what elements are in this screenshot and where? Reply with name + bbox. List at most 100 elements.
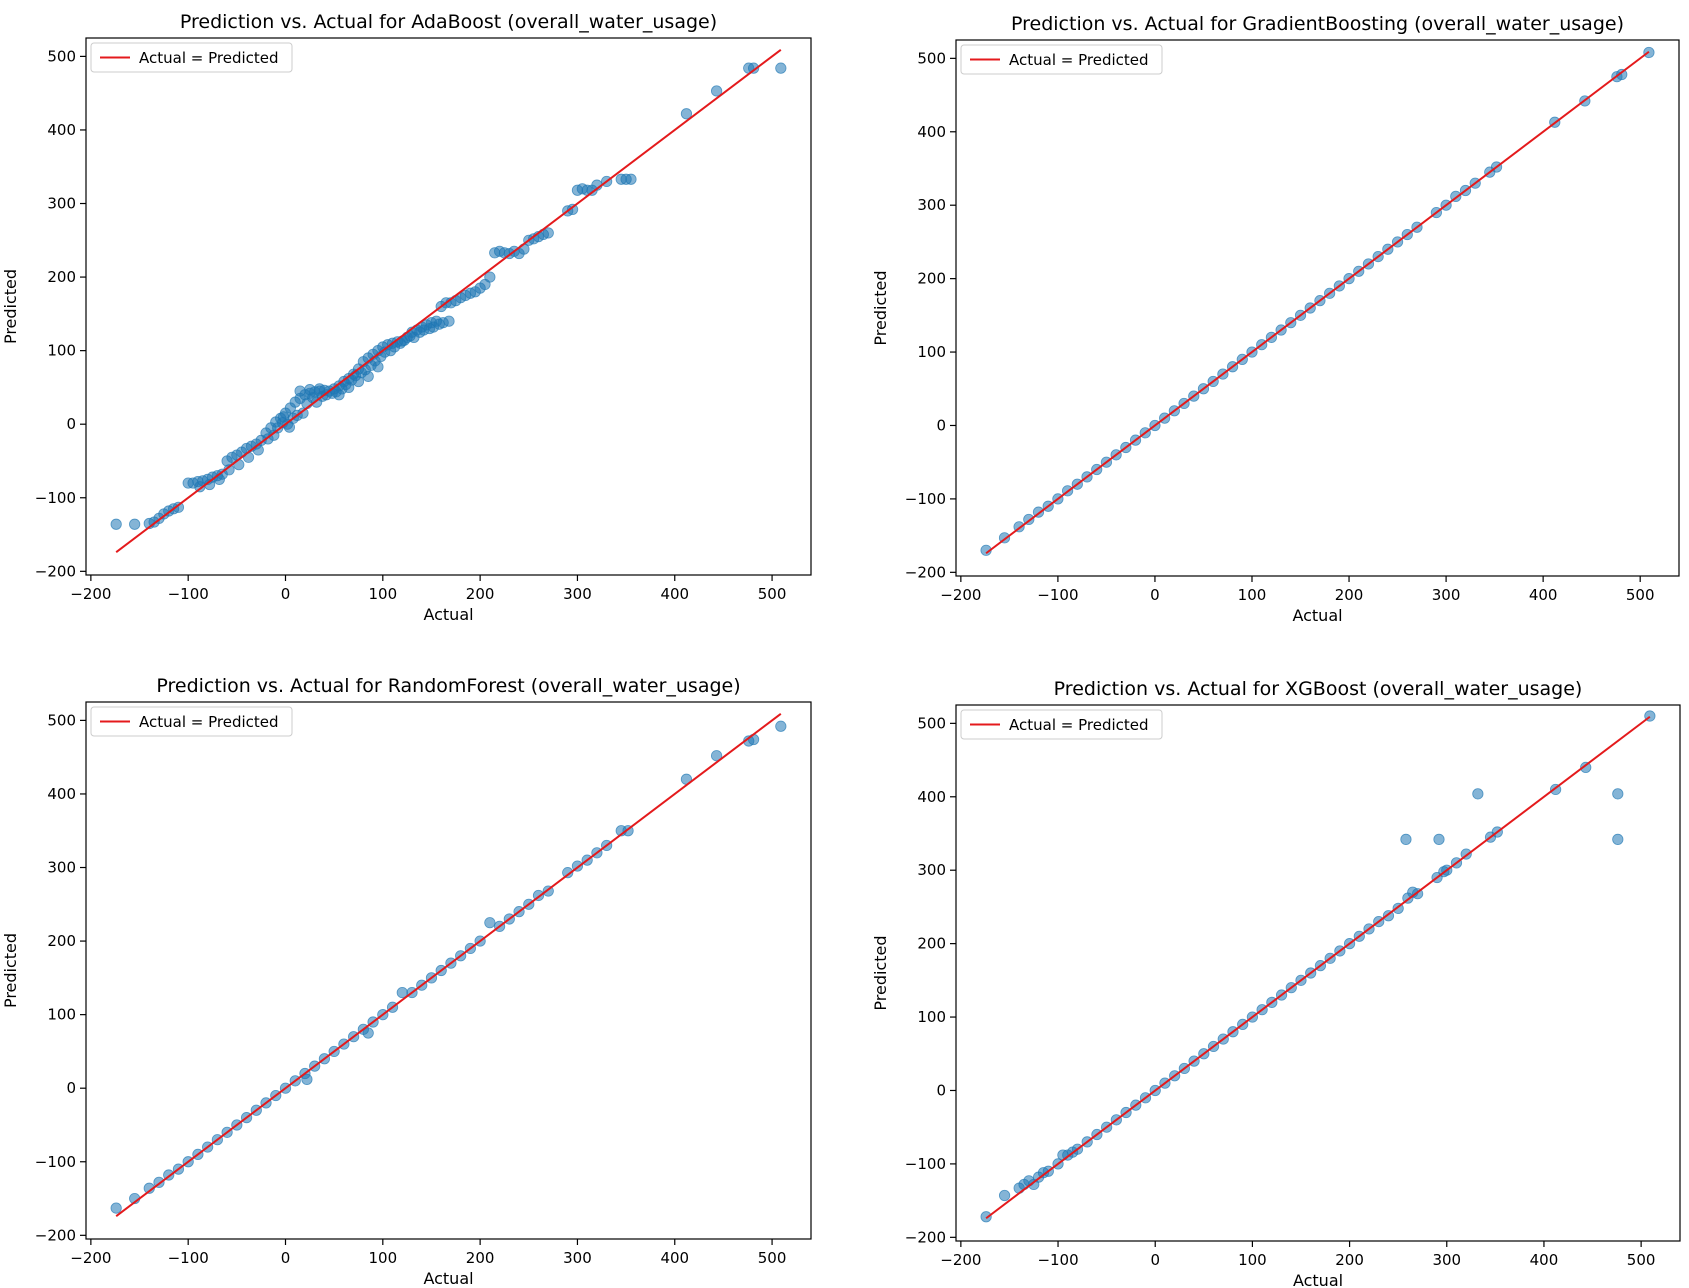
y-tick-label: −100: [35, 489, 76, 507]
y-tick-label: 500: [47, 711, 76, 729]
x-tick-label: 0: [1150, 1251, 1160, 1269]
x-axis-label: Actual: [1293, 1271, 1343, 1288]
x-tick-label: 300: [563, 585, 592, 603]
data-point: [110, 1202, 122, 1214]
chart-title: Prediction vs. Actual for AdaBoost (over…: [180, 11, 717, 33]
plot-area: [110, 712, 787, 1217]
y-tick-label: 300: [917, 861, 946, 879]
data-point: [333, 389, 345, 401]
axes-frame: [85, 701, 812, 1240]
x-tick-label: 100: [1238, 586, 1267, 604]
data-point: [110, 518, 122, 530]
y-tick-label: 300: [47, 195, 76, 213]
legend-label: Actual = Predicted: [1009, 716, 1149, 734]
y-tick-label: 200: [917, 270, 946, 288]
y-tick-label: 0: [66, 415, 76, 433]
data-point: [484, 917, 496, 929]
x-tick-label: −100: [168, 585, 209, 603]
data-point: [1433, 833, 1445, 845]
chart-title: Prediction vs. Actual for XGBoost (overa…: [1054, 678, 1583, 700]
x-tick-label: 400: [660, 585, 689, 603]
legend-box: [960, 709, 1163, 740]
plot-area: [110, 48, 787, 553]
x-tick-label: 0: [281, 1249, 291, 1267]
data-point: [362, 370, 374, 382]
data-point: [372, 361, 384, 373]
y-tick-label: 0: [66, 1079, 76, 1097]
data-point: [352, 375, 365, 388]
data-point: [710, 750, 723, 762]
x-tick-label: 500: [758, 585, 787, 603]
y-tick-label: 200: [47, 268, 76, 286]
x-tick-label: 0: [281, 585, 291, 603]
y-tick-label: 400: [47, 121, 76, 139]
y-tick-label: 300: [47, 859, 76, 877]
plot-area: [980, 710, 1656, 1223]
x-tick-label: −100: [1037, 586, 1078, 604]
y-tick-label: −200: [905, 563, 946, 581]
y-tick-label: 100: [917, 1008, 946, 1026]
x-tick-label: 0: [1150, 586, 1160, 604]
y-tick-label: 500: [917, 714, 946, 732]
data-point: [1612, 788, 1624, 800]
identity-line: [115, 48, 782, 553]
axes-frame: [955, 704, 1681, 1242]
data-point: [680, 108, 693, 120]
x-axis-label: Actual: [1292, 606, 1342, 625]
data-point: [998, 1189, 1011, 1202]
x-axis-label: Actual: [423, 605, 473, 624]
data-point: [980, 1211, 992, 1223]
data-point: [443, 315, 455, 327]
y-tick-label: 300: [917, 196, 946, 214]
y-tick-label: 500: [47, 47, 76, 65]
x-tick-label: 100: [368, 585, 397, 603]
x-tick-label: −200: [940, 1251, 981, 1269]
y-tick-label: 200: [47, 932, 76, 950]
legend-box: [960, 44, 1163, 75]
data-point: [313, 383, 326, 395]
axes-frame: [955, 39, 1680, 577]
subplot-randomforest: Prediction vs. Actual for RandomForest (…: [1, 675, 812, 1288]
legend-label: Actual = Predicted: [139, 49, 279, 67]
data-point: [194, 481, 206, 493]
y-tick-label: 400: [917, 123, 946, 141]
x-tick-label: 200: [1335, 1251, 1364, 1269]
y-tick-label: 0: [936, 1081, 946, 1099]
x-tick-label: 300: [1432, 586, 1461, 604]
x-tick-label: 300: [1432, 1251, 1461, 1269]
x-tick-label: 500: [758, 1249, 787, 1267]
x-tick-label: −200: [70, 585, 111, 603]
legend-label: Actual = Predicted: [1009, 51, 1149, 69]
identity-line: [985, 715, 1651, 1220]
y-tick-label: −100: [905, 490, 946, 508]
data-point: [297, 407, 309, 419]
y-tick-label: −200: [35, 562, 76, 580]
data-point: [294, 385, 306, 397]
data-point: [625, 173, 637, 185]
identity-line: [115, 712, 782, 1217]
subplot-gradientboosting: Prediction vs. Actual for GradientBoosti…: [871, 13, 1680, 625]
x-tick-label: −200: [70, 1249, 111, 1267]
x-tick-label: −100: [1037, 1251, 1078, 1269]
data-point: [1400, 833, 1412, 845]
y-tick-label: 100: [47, 342, 76, 360]
x-tick-label: 500: [1626, 586, 1655, 604]
x-tick-label: 200: [1335, 586, 1364, 604]
data-point: [1472, 788, 1484, 800]
data-point: [542, 227, 554, 239]
data-point: [1616, 68, 1628, 81]
y-tick-label: −200: [35, 1226, 76, 1244]
y-tick-label: −100: [905, 1155, 946, 1173]
x-tick-label: 200: [466, 585, 495, 603]
y-axis-label: Predicted: [1, 933, 20, 1008]
data-point: [277, 411, 290, 423]
y-tick-label: 200: [917, 935, 946, 953]
y-axis-label: Predicted: [871, 270, 890, 345]
y-axis-label: Predicted: [1, 269, 20, 344]
data-point: [710, 85, 723, 97]
axes-frame: [85, 37, 812, 576]
y-tick-label: 0: [936, 416, 946, 434]
data-point: [562, 867, 574, 879]
y-tick-label: 100: [917, 343, 946, 361]
x-tick-label: 400: [1529, 586, 1558, 604]
